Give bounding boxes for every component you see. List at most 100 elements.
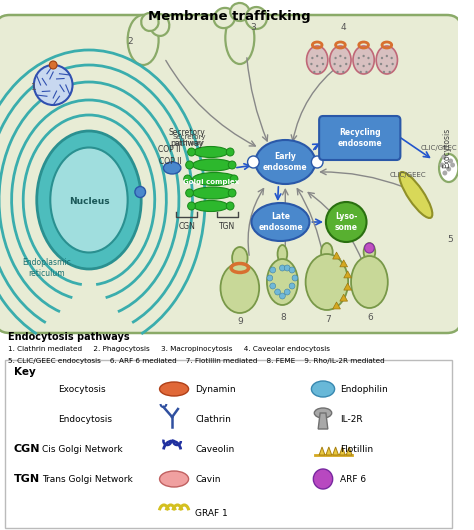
Circle shape xyxy=(442,171,447,175)
Circle shape xyxy=(333,63,336,65)
Circle shape xyxy=(337,71,339,73)
Circle shape xyxy=(319,71,321,73)
Text: Secretory
pathway: Secretory pathway xyxy=(173,134,206,146)
Circle shape xyxy=(228,161,236,169)
Polygon shape xyxy=(326,447,332,455)
Text: Caveolin: Caveolin xyxy=(195,445,235,454)
Text: COP II: COP II xyxy=(159,157,182,166)
Ellipse shape xyxy=(50,147,128,252)
Circle shape xyxy=(386,65,388,67)
Circle shape xyxy=(367,57,370,59)
Text: GRAF 1: GRAF 1 xyxy=(195,508,228,517)
Polygon shape xyxy=(339,447,345,455)
Circle shape xyxy=(284,265,290,271)
Text: Recycling
endosome: Recycling endosome xyxy=(337,128,382,148)
Polygon shape xyxy=(333,302,340,309)
Circle shape xyxy=(226,202,234,210)
Text: Endocytosis: Endocytosis xyxy=(58,414,112,423)
Ellipse shape xyxy=(353,46,374,74)
Ellipse shape xyxy=(306,254,348,310)
Ellipse shape xyxy=(364,243,375,261)
Ellipse shape xyxy=(192,159,233,171)
FancyBboxPatch shape xyxy=(0,15,461,333)
Circle shape xyxy=(357,57,360,59)
Circle shape xyxy=(365,243,374,253)
Ellipse shape xyxy=(193,146,228,157)
Circle shape xyxy=(226,148,234,156)
Circle shape xyxy=(267,275,273,281)
Ellipse shape xyxy=(192,187,233,199)
Ellipse shape xyxy=(351,256,388,308)
Ellipse shape xyxy=(192,172,237,185)
Ellipse shape xyxy=(164,162,181,174)
Circle shape xyxy=(441,155,447,160)
Ellipse shape xyxy=(321,243,333,261)
Circle shape xyxy=(392,63,394,65)
Text: COP II: COP II xyxy=(158,146,181,155)
Text: Flotillin: Flotillin xyxy=(340,445,374,454)
Text: 2: 2 xyxy=(128,38,133,47)
Ellipse shape xyxy=(225,12,255,64)
Ellipse shape xyxy=(311,381,335,397)
Text: Membrane trafficking: Membrane trafficking xyxy=(148,10,310,23)
Polygon shape xyxy=(318,413,328,429)
Ellipse shape xyxy=(314,408,332,418)
Ellipse shape xyxy=(255,140,315,184)
Text: Exocytosis: Exocytosis xyxy=(58,384,106,393)
Circle shape xyxy=(345,63,347,65)
Circle shape xyxy=(247,156,259,168)
Text: Cavin: Cavin xyxy=(195,474,221,483)
Circle shape xyxy=(448,158,453,163)
Polygon shape xyxy=(346,447,352,455)
Text: Cis Golgi Network: Cis Golgi Network xyxy=(42,445,122,454)
Polygon shape xyxy=(333,447,338,455)
Polygon shape xyxy=(340,294,347,301)
Ellipse shape xyxy=(160,471,189,487)
Circle shape xyxy=(368,63,371,65)
Text: TGN: TGN xyxy=(219,222,236,231)
Circle shape xyxy=(310,63,312,65)
Polygon shape xyxy=(340,260,347,267)
Circle shape xyxy=(439,163,445,167)
Text: CGN: CGN xyxy=(178,222,195,231)
Circle shape xyxy=(321,57,323,59)
Ellipse shape xyxy=(160,382,189,396)
Circle shape xyxy=(280,293,285,299)
Circle shape xyxy=(289,283,295,289)
FancyBboxPatch shape xyxy=(319,116,401,160)
Text: 5: 5 xyxy=(447,235,453,244)
Text: Endophilin: Endophilin xyxy=(340,384,388,393)
Circle shape xyxy=(339,65,342,67)
Text: CLIC/GEEC: CLIC/GEEC xyxy=(390,172,427,178)
Text: 6: 6 xyxy=(367,314,373,322)
Circle shape xyxy=(316,55,319,57)
Circle shape xyxy=(383,71,385,73)
Text: 9: 9 xyxy=(237,317,243,326)
Ellipse shape xyxy=(326,202,366,242)
Ellipse shape xyxy=(251,203,310,241)
Circle shape xyxy=(284,289,290,295)
Ellipse shape xyxy=(230,3,249,21)
Text: 5. CLIC/GEEC endocytosis    6. ARF 6 mediated    7. Flotillin mediated    8. FEM: 5. CLIC/GEEC endocytosis 6. ARF 6 mediat… xyxy=(8,358,384,364)
Circle shape xyxy=(34,65,73,105)
Circle shape xyxy=(389,71,391,73)
Ellipse shape xyxy=(267,259,298,305)
Ellipse shape xyxy=(37,131,141,269)
Text: TGN: TGN xyxy=(14,474,40,484)
Circle shape xyxy=(135,187,146,198)
Polygon shape xyxy=(333,252,340,259)
Ellipse shape xyxy=(330,46,351,74)
Circle shape xyxy=(289,267,295,273)
Circle shape xyxy=(316,65,319,67)
Circle shape xyxy=(391,57,393,59)
Text: 4: 4 xyxy=(340,23,346,32)
Text: IL-2R: IL-2R xyxy=(340,414,363,423)
Ellipse shape xyxy=(193,200,228,211)
Text: Lyso-
some: Lyso- some xyxy=(335,213,358,232)
Ellipse shape xyxy=(220,263,259,313)
Ellipse shape xyxy=(214,8,235,28)
Polygon shape xyxy=(344,283,352,290)
Ellipse shape xyxy=(278,245,287,263)
Circle shape xyxy=(339,55,342,57)
Circle shape xyxy=(335,57,337,59)
